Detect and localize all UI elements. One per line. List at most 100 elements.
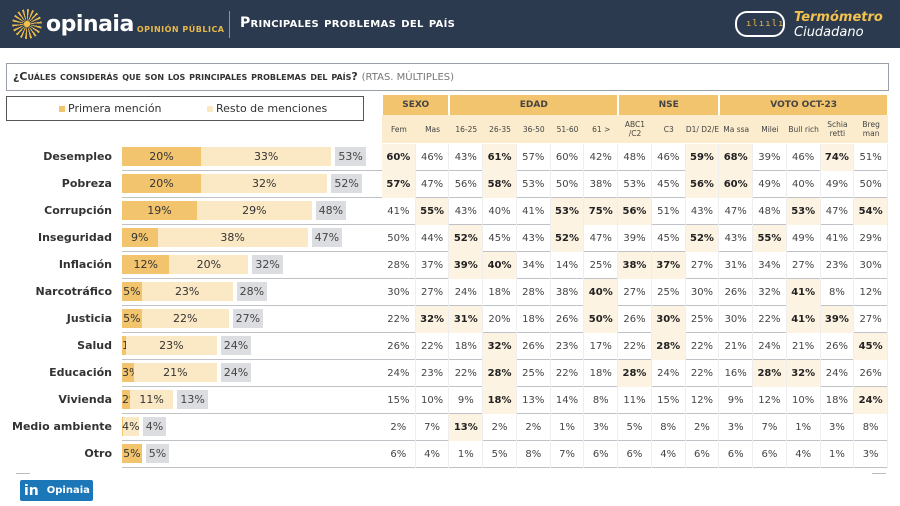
table-cell: 58% — [483, 171, 517, 198]
badge-subtitle: Ciudadano — [794, 25, 864, 40]
table-cell: 57% — [517, 144, 551, 171]
table-cell: 6% — [753, 441, 787, 468]
table-cell: 22% — [753, 306, 787, 333]
total-label: 24% — [220, 336, 252, 355]
table-cell: 24% — [382, 360, 416, 387]
table-cell: 6% — [686, 441, 720, 468]
table-cell: 13% — [449, 414, 484, 441]
table-cell: 3% — [854, 441, 888, 468]
column-header: Ma ssa — [719, 115, 754, 143]
bar-rest-mentions: 38% — [157, 228, 308, 247]
page-title: Principales problemas del país — [240, 15, 456, 31]
table-cell: 22% — [416, 333, 450, 360]
legend-swatch — [207, 105, 213, 112]
bar-first-mention: 5% — [122, 309, 142, 328]
total-label: 53% — [335, 147, 366, 166]
table-cell: 30% — [686, 279, 720, 306]
table-cell: 55% — [415, 198, 450, 225]
badge-title: Termómetro — [794, 10, 883, 25]
table-cell: 26% — [854, 360, 888, 387]
group-header: NSE — [619, 95, 719, 115]
table-cell: 8% — [652, 414, 686, 441]
table-cell: 41% — [786, 306, 821, 333]
table-cell: 38% — [584, 171, 619, 198]
bar-rest-mentions: 32% — [201, 174, 328, 193]
bar-rest-mentions: 23% — [141, 282, 233, 301]
table-cell: 75% — [584, 198, 619, 225]
bar-rest-mentions: 23% — [125, 336, 217, 355]
table-cell: 49% — [787, 225, 821, 252]
table-cell: 21% — [787, 333, 821, 360]
table-cell: 41% — [382, 198, 416, 225]
table-cell: 28% — [382, 252, 416, 279]
column-header: Fem — [382, 115, 416, 143]
table-cell: 50% — [854, 171, 888, 198]
table-cell: 26% — [618, 306, 652, 333]
column-header: ABC1 /C2 — [618, 115, 652, 143]
brand-name: opinaia — [46, 11, 134, 37]
table-cell: 47% — [584, 225, 619, 252]
table-cell: 43% — [719, 225, 754, 252]
legend-label: Primera mención — [68, 102, 162, 115]
row-divider — [122, 251, 888, 252]
divider — [229, 11, 230, 38]
table-cell: 4% — [416, 441, 450, 468]
table-cell: 49% — [753, 171, 787, 198]
table-cell: 47% — [821, 198, 855, 225]
table-cell: 43% — [449, 144, 484, 171]
category-label: Narcotráfico — [35, 285, 112, 298]
table-cell: 24% — [854, 387, 888, 414]
table-cell: 24% — [821, 360, 855, 387]
table-cell: 31% — [449, 306, 484, 333]
table-cell: 22% — [382, 306, 416, 333]
bar-first-mention: 20% — [122, 147, 201, 166]
legend: Primera mención Resto de menciones — [6, 96, 364, 121]
table-cell: 50% — [551, 171, 585, 198]
table-cell: 26% — [517, 333, 551, 360]
table-cell: 1% — [821, 441, 855, 468]
table-cell: 25% — [517, 360, 551, 387]
group-header: SEXO — [383, 95, 449, 115]
bar-first-mention: 19% — [122, 201, 198, 220]
linkedin-button[interactable]: in Opinaia — [20, 480, 93, 501]
legend-label: Resto de menciones — [216, 102, 328, 115]
table-cell: 13% — [517, 387, 551, 414]
table-cell: 6% — [382, 441, 416, 468]
table-cell: 45% — [854, 333, 888, 360]
table-cell: 53% — [517, 171, 551, 198]
legend-rest: Resto de menciones — [207, 102, 327, 115]
legend-first: Primera mención — [59, 102, 162, 115]
table-cell: 14% — [551, 387, 585, 414]
table-cell: 32% — [483, 333, 517, 360]
total-label: 52% — [331, 174, 362, 193]
column-header: Schia retti — [820, 115, 855, 143]
soundwave-icon: ılıılı — [746, 19, 785, 29]
table-cell: 22% — [686, 333, 720, 360]
table-cell: 48% — [753, 198, 787, 225]
table-cell: 53% — [786, 198, 821, 225]
table-cell: 18% — [483, 387, 517, 414]
row-divider — [122, 305, 888, 306]
table-cell: 30% — [651, 306, 686, 333]
category-label: Medio ambiente — [12, 420, 112, 433]
row-divider — [122, 467, 888, 468]
row-divider — [122, 332, 888, 333]
table-cell: 1% — [449, 441, 484, 468]
row-divider — [122, 440, 888, 441]
table-cell: 37% — [651, 252, 686, 279]
table-cell: 8% — [517, 441, 551, 468]
table-cell: 1% — [551, 414, 585, 441]
table-cell: 18% — [483, 279, 517, 306]
table-cell: 7% — [753, 414, 787, 441]
table-cell: 51% — [854, 144, 888, 171]
table-cell: 8% — [854, 414, 888, 441]
table-cell: 9% — [449, 387, 484, 414]
table-cell: 50% — [584, 306, 619, 333]
table-cell: 12% — [854, 279, 888, 306]
table-cell: 27% — [618, 279, 652, 306]
table-cell: 2% — [382, 414, 416, 441]
table-cell: 40% — [584, 279, 619, 306]
table-cell: 46% — [787, 144, 821, 171]
table-cell: 8% — [821, 279, 855, 306]
table-cell: 50% — [382, 225, 416, 252]
